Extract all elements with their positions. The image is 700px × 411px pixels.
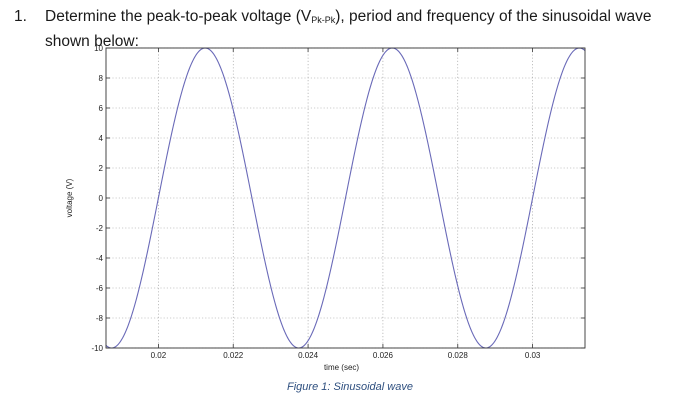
y-tick-label: 4 — [99, 134, 104, 143]
y-tick-label: -4 — [96, 254, 104, 263]
axis-ticks — [106, 47, 585, 349]
y-tick-label: 2 — [99, 164, 104, 173]
y-axis-label: voltage (V) — [65, 178, 74, 217]
y-tick-label: -2 — [96, 224, 104, 233]
x-tick-label: 0.03 — [525, 351, 541, 360]
y-tick-labels: 10 8 6 4 2 0 -2 -4 -6 -8 -10 — [91, 44, 103, 353]
question-text-after: ), period and frequency of the sinusoida… — [45, 8, 652, 50]
question-number: 1. — [14, 8, 27, 25]
y-tick-label: 0 — [99, 194, 104, 203]
sinusoid-chart: 0.02 0.022 0.024 0.026 0.028 0.03 10 8 6 4 2 0 -2 -4… — [65, 44, 586, 372]
x-tick-labels: 0.02 0.022 0.024 0.026 0.028 0.03 — [151, 351, 541, 360]
question-subscript: Pk-Pk — [311, 15, 336, 25]
x-tick-label: 0.024 — [298, 351, 319, 360]
y-tick-label: 8 — [99, 74, 104, 83]
x-tick-label: 0.022 — [223, 351, 244, 360]
figure-caption: Figure 1: Sinusoidal wave — [287, 381, 413, 393]
y-tick-label: -10 — [91, 344, 103, 353]
y-tick-label: 10 — [94, 44, 103, 53]
x-tick-label: 0.026 — [373, 351, 394, 360]
x-tick-label: 0.02 — [151, 351, 167, 360]
question-text: Determine the peak-to-peak voltage (VPk-… — [45, 6, 685, 53]
y-tick-label: -8 — [96, 314, 104, 323]
grid — [106, 47, 585, 349]
y-tick-label: -6 — [96, 284, 104, 293]
sine-wave-line — [105, 47, 586, 349]
y-tick-label: 6 — [99, 104, 104, 113]
x-tick-label: 0.028 — [448, 351, 469, 360]
x-axis-label: time (sec) — [324, 363, 359, 372]
question-text-before: Determine the peak-to-peak voltage (V — [45, 8, 312, 25]
